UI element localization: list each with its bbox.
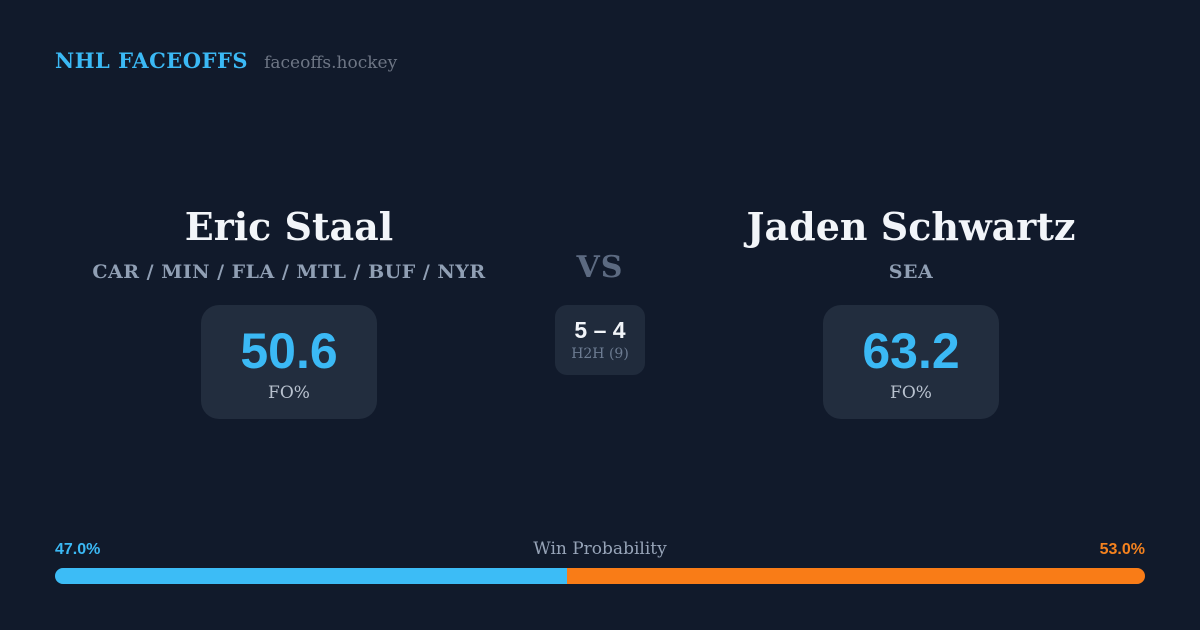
header: NHL FACEOFFS faceoffs.hockey [55,48,1145,73]
player-right-fo-card: 63.2 FO% [823,304,999,419]
brand-title: NHL FACEOFFS [55,48,249,73]
h2h-label: H2H (9) [571,346,629,363]
h2h-score: 5 – 4 [574,316,626,343]
player-left-fo-label: FO% [268,383,310,404]
site-url: faceoffs.hockey [264,53,398,73]
player-left-fo-value: 50.6 [240,323,338,380]
player-right-fo-label: FO% [890,383,932,404]
matchup-row: Eric Staal CAR / MIN / FLA / MTL / BUF /… [55,205,1145,419]
player-right-name: Jaden Schwartz [746,204,1076,249]
winprob-right-pct: 53.0% [1099,541,1145,558]
vs-label: VS [576,250,624,285]
player-right-fo-value: 63.2 [862,323,960,380]
win-probability-labels: 47.0% Win Probability 53.0% [55,539,1145,559]
h2h-card: 5 – 4 H2H (9) [555,305,645,375]
player-right-teams: SEA [888,260,934,283]
player-right: Jaden Schwartz SEA 63.2 FO% [677,205,1145,419]
winprob-title: Win Probability [533,539,667,559]
winprob-bar-right-segment [567,568,1145,584]
winprob-left-pct: 47.0% [55,541,101,558]
player-left-teams: CAR / MIN / FLA / MTL / BUF / NYR [92,260,486,283]
center-column: VS 5 – 4 H2H (9) [523,205,677,375]
winprob-bar [55,568,1145,584]
player-left-name: Eric Staal [184,204,394,249]
winprob-bar-left-segment [55,568,568,584]
win-probability-section: 47.0% Win Probability 53.0% [55,539,1145,584]
player-left: Eric Staal CAR / MIN / FLA / MTL / BUF /… [55,205,523,419]
player-left-fo-card: 50.6 FO% [201,304,377,419]
